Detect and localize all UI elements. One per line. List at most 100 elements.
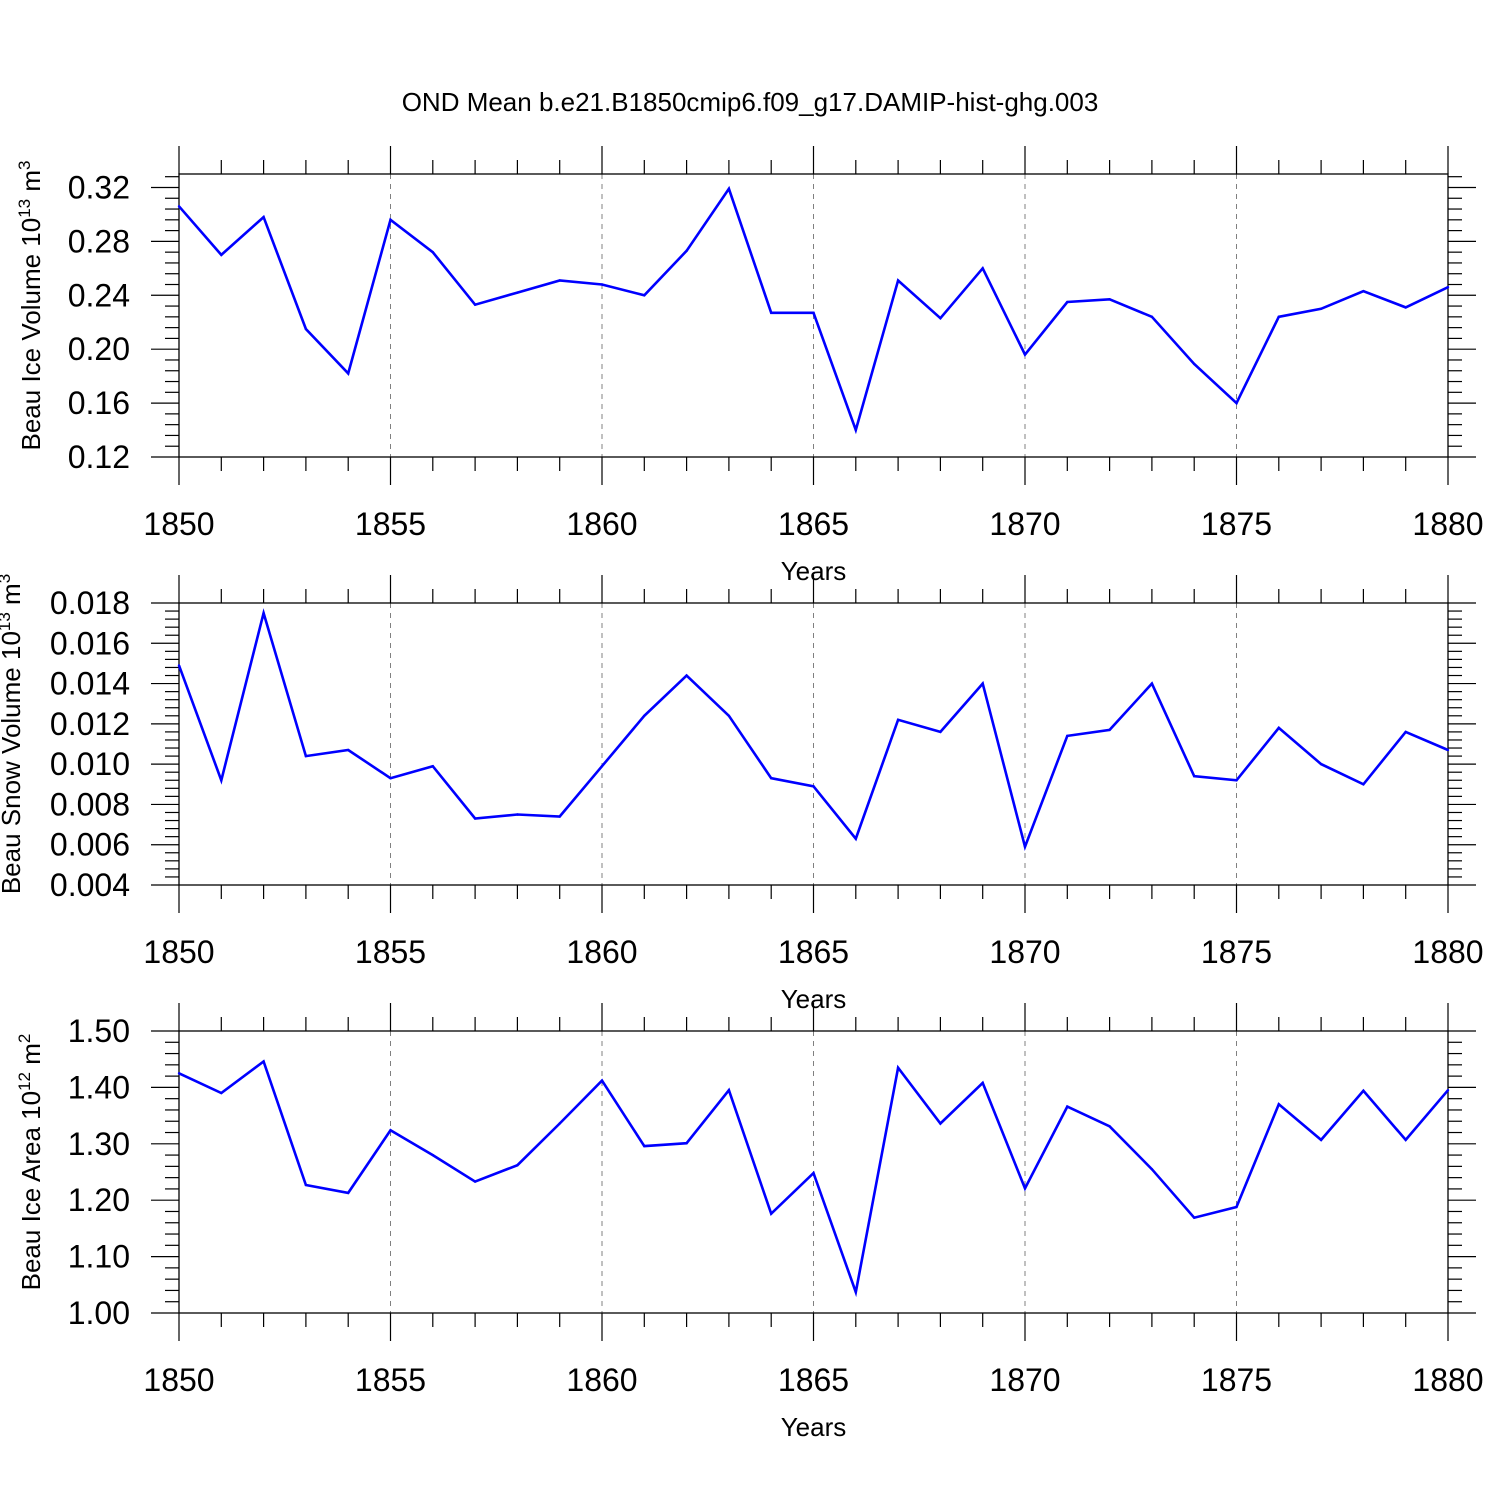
x-tick-label: 1875 — [1201, 934, 1272, 970]
data-point — [558, 1122, 561, 1125]
data-point — [473, 303, 477, 306]
data-point — [939, 730, 942, 734]
data-point — [1362, 1089, 1365, 1092]
x-tick-label: 1875 — [1201, 1362, 1272, 1398]
data-point — [220, 253, 223, 257]
y-tick-label: 0.004 — [50, 867, 130, 903]
data-point — [600, 283, 604, 286]
x-tick-label: 1865 — [778, 1362, 849, 1398]
x-tick-label: 1875 — [1201, 506, 1272, 542]
data-point — [1446, 286, 1450, 289]
data-point — [1108, 728, 1111, 732]
series-line — [178, 1059, 1449, 1298]
data-point — [1277, 1103, 1281, 1106]
data-point — [304, 327, 308, 331]
data-point — [1362, 290, 1365, 293]
data-point — [1235, 1205, 1238, 1209]
data-point — [1066, 300, 1069, 304]
data-point — [347, 1191, 350, 1195]
data-point — [939, 1122, 942, 1125]
data-point — [685, 1142, 688, 1145]
data-point — [1108, 298, 1111, 301]
data-point — [431, 250, 434, 254]
data-point — [1277, 315, 1281, 319]
data-point — [896, 279, 900, 282]
data-point — [1150, 682, 1154, 685]
y-tick-label: 0.20 — [68, 331, 130, 367]
data-point — [516, 291, 519, 294]
data-point — [1066, 734, 1069, 738]
y-tick-label: 1.40 — [68, 1069, 130, 1105]
x-tick-label: 1880 — [1412, 506, 1483, 542]
data-point — [1066, 1105, 1069, 1108]
data-point — [1404, 730, 1407, 734]
data-point — [770, 311, 773, 315]
data-point — [1319, 307, 1323, 310]
data-point — [1193, 362, 1196, 366]
y-tick-label: 0.012 — [50, 706, 130, 742]
data-point — [1023, 1187, 1027, 1190]
data-point — [854, 428, 857, 432]
data-point — [727, 187, 731, 191]
data-point — [177, 1072, 181, 1075]
data-point — [1193, 775, 1196, 778]
y-tick-label: 0.018 — [50, 585, 130, 621]
data-point — [1362, 783, 1365, 786]
data-point — [1235, 779, 1238, 782]
data-point — [727, 1089, 731, 1092]
data-point — [1404, 306, 1407, 309]
x-tick-label: 1870 — [989, 934, 1060, 970]
data-point — [389, 1129, 392, 1132]
y-tick-label: 0.28 — [68, 223, 130, 259]
data-point — [1235, 401, 1238, 405]
data-point — [812, 1171, 815, 1175]
data-point — [1150, 315, 1154, 319]
data-point — [304, 1183, 308, 1187]
data-point — [685, 674, 688, 677]
y-tick-label: 0.014 — [50, 666, 130, 702]
data-point — [1319, 1138, 1323, 1142]
data-point — [812, 311, 815, 315]
data-point — [473, 817, 477, 820]
data-point — [1446, 748, 1450, 752]
data-point — [643, 714, 646, 717]
data-point — [1150, 1167, 1154, 1171]
x-tick-label: 1855 — [355, 1362, 426, 1398]
data-point — [981, 1081, 984, 1085]
panel-1: 1850 1855 1860 1865 1870 1875 1880 0.12 0.16 0.20… — [15, 146, 1484, 586]
data-point — [516, 813, 519, 816]
data-point — [431, 764, 434, 768]
y-tick-label: 0.010 — [50, 746, 130, 782]
data-point — [1023, 845, 1027, 848]
data-point — [685, 249, 688, 253]
data-point — [347, 372, 350, 375]
data-point — [981, 267, 984, 270]
data-point — [981, 682, 984, 685]
y-tick-label: 0.006 — [50, 827, 130, 863]
x-tick-label: 1860 — [566, 1362, 637, 1398]
data-point — [347, 748, 350, 752]
data-point — [220, 1091, 223, 1095]
y-tick-label: 0.16 — [68, 385, 130, 421]
y-tick-label: 1.50 — [68, 1013, 130, 1049]
data-point — [220, 779, 223, 782]
data-point — [854, 837, 857, 840]
y-axis-label: Beau Snow Volume 1013 m3 — [0, 574, 26, 894]
x-axis-label: Years — [781, 1412, 847, 1442]
chart-title: OND Mean b.e21.B1850cmip6.f09_g17.DAMIP-… — [402, 87, 1099, 117]
y-tick-label: 0.008 — [50, 786, 130, 822]
x-tick-label: 1850 — [143, 1362, 214, 1398]
data-point — [939, 316, 942, 320]
data-point — [770, 777, 773, 780]
y-tick-label: 1.30 — [68, 1126, 130, 1162]
y-tick-label: 0.32 — [68, 169, 130, 205]
data-point — [600, 764, 604, 768]
x-tick-label: 1865 — [778, 934, 849, 970]
data-point — [1319, 762, 1323, 766]
x-tick-label: 1855 — [355, 934, 426, 970]
data-point — [812, 785, 815, 788]
data-point — [431, 1153, 434, 1157]
y-tick-label: 0.12 — [68, 439, 130, 475]
